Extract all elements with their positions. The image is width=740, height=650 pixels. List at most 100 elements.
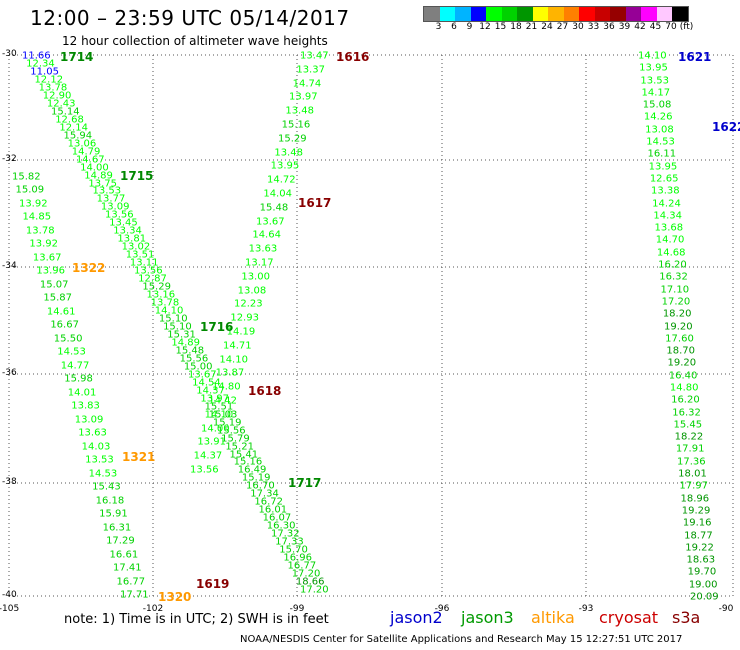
wave-height-value: 16.07	[262, 512, 292, 524]
wave-height-value: 13.02	[121, 241, 151, 253]
color-tick-label: 21	[525, 22, 538, 32]
color-tick-label: 24	[541, 22, 553, 32]
wave-height-value: 14.04	[263, 188, 292, 200]
wave-height-value: 19.22	[685, 542, 714, 554]
color-tick-label: 3	[435, 22, 442, 32]
wave-height-value: 15.79	[221, 433, 250, 445]
wave-height-value: 13.67	[256, 216, 285, 228]
wave-height-value: 18.77	[684, 530, 713, 542]
wave-height-value: 15.91	[99, 508, 128, 520]
wave-height-value: 16.67	[50, 319, 79, 331]
wave-height-value: 14.00	[80, 162, 109, 174]
pass-label: 1714	[60, 50, 94, 64]
wave-height-value: 16.70	[246, 480, 275, 492]
wave-height-value: 15.31	[167, 329, 196, 341]
wave-height-value: 15.00	[183, 361, 213, 373]
wave-height-value: 13.97	[200, 393, 230, 405]
color-swatch	[470, 7, 486, 21]
satellite-legend-item: altika	[531, 608, 575, 627]
wave-height-value: 18.20	[662, 308, 692, 320]
wave-height-value: 14.80	[212, 381, 241, 393]
wave-height-value: 13.45	[109, 217, 138, 229]
wave-height-value: 14.54	[192, 377, 221, 389]
color-swatch	[625, 7, 641, 21]
wave-height-value: 16.30	[266, 520, 296, 532]
wave-height-value: 14.10	[638, 50, 667, 62]
longitude-label: -96	[434, 604, 450, 614]
wave-height-value: 15.94	[63, 130, 93, 142]
wave-height-value: 14.17	[641, 87, 671, 99]
color-swatch	[501, 7, 517, 21]
color-swatch	[610, 7, 626, 21]
wave-height-value: 15.19	[212, 417, 242, 429]
wave-height-value: 11.66	[22, 50, 51, 62]
wave-height-value: 15.16	[281, 119, 311, 131]
latitude-label: -36	[2, 368, 17, 378]
color-swatch	[563, 7, 579, 21]
wave-height-value: 12.34	[26, 58, 55, 70]
wave-height-value: 16.31	[102, 522, 132, 534]
wave-height-value: 12.23	[234, 298, 263, 310]
color-swatch	[532, 7, 548, 21]
latitude-label: -38	[2, 477, 17, 487]
wave-height-value: 13.81	[117, 233, 147, 245]
wave-height-value: 13.77	[96, 193, 126, 205]
latitude-label: -32	[2, 154, 17, 164]
latitude-label: -40	[2, 590, 17, 600]
wave-height-value: 13.16	[146, 289, 176, 301]
wave-height-value: 18.66	[295, 576, 325, 588]
wave-height-value: 15.08	[642, 99, 672, 111]
wave-height-value: 15.29	[278, 133, 307, 145]
wave-height-value: 13.00	[241, 271, 270, 283]
pass-label: 1617	[298, 196, 332, 210]
wave-height-value: 17.97	[679, 480, 708, 492]
color-tick-label: 45	[649, 22, 662, 32]
wave-height-value: 13.48	[274, 147, 303, 159]
wave-height-value: 14.34	[653, 210, 682, 222]
wave-height-value: 15.43	[92, 481, 121, 493]
wave-height-value: 17.20	[661, 296, 691, 308]
latitude-label: -34	[2, 261, 17, 271]
wave-height-value: 16.18	[95, 495, 125, 507]
wave-height-value: 14.89	[84, 170, 113, 182]
wave-height-value: 15.48	[175, 345, 205, 357]
color-swatch	[548, 7, 564, 21]
color-tick-label: 39	[618, 22, 631, 32]
color-tick-label: 12	[479, 22, 491, 32]
color-tick-label: 18	[510, 22, 522, 32]
wave-height-value: 14.72	[267, 174, 296, 186]
wave-height-value: 13.75	[88, 178, 118, 190]
wave-height-value: 17.41	[113, 562, 142, 574]
wave-height-value: 13.34	[113, 225, 142, 237]
wave-height-value: 15.56	[217, 425, 246, 437]
wave-height-value: 16.49	[237, 464, 267, 476]
wave-height-value: 14.10	[204, 409, 234, 421]
pass-label: 1618	[248, 384, 282, 398]
wave-height-value: 17.20	[300, 584, 329, 596]
wave-height-value: 13.56	[134, 265, 163, 277]
wave-height-value: 13.67	[32, 252, 62, 264]
wave-height-value: 18.70	[666, 345, 695, 357]
wave-height-value: 14.24	[652, 198, 681, 210]
pass-label: 1717	[288, 476, 322, 490]
wave-height-value: 13.53	[640, 75, 669, 87]
wave-height-value: 16.96	[283, 552, 313, 564]
wave-height-value: 14.70	[655, 234, 685, 246]
wave-height-value: 13.38	[651, 185, 680, 197]
wave-height-value: 19.16	[682, 517, 712, 529]
wave-height-value: 14.64	[252, 229, 281, 241]
wave-height-value: 14.10	[219, 354, 248, 366]
wave-height-value: 13.78	[38, 82, 68, 94]
satellite-legend-item: jason2	[390, 608, 443, 627]
wave-height-value: 13.63	[78, 427, 107, 439]
credit-line: NOAA/NESDIS Center for Satellite Applica…	[240, 634, 683, 645]
wave-height-value: 15.19	[241, 472, 271, 484]
wave-height-value: 18.63	[686, 554, 716, 566]
wave-height-value: 14.74	[292, 78, 322, 90]
color-swatch	[424, 7, 440, 21]
wave-height-value: 15.56	[179, 353, 209, 365]
wave-height-value: 13.67	[187, 369, 217, 381]
wave-height-value: 13.56	[190, 464, 219, 476]
wave-height-value: 13.53	[92, 185, 122, 197]
